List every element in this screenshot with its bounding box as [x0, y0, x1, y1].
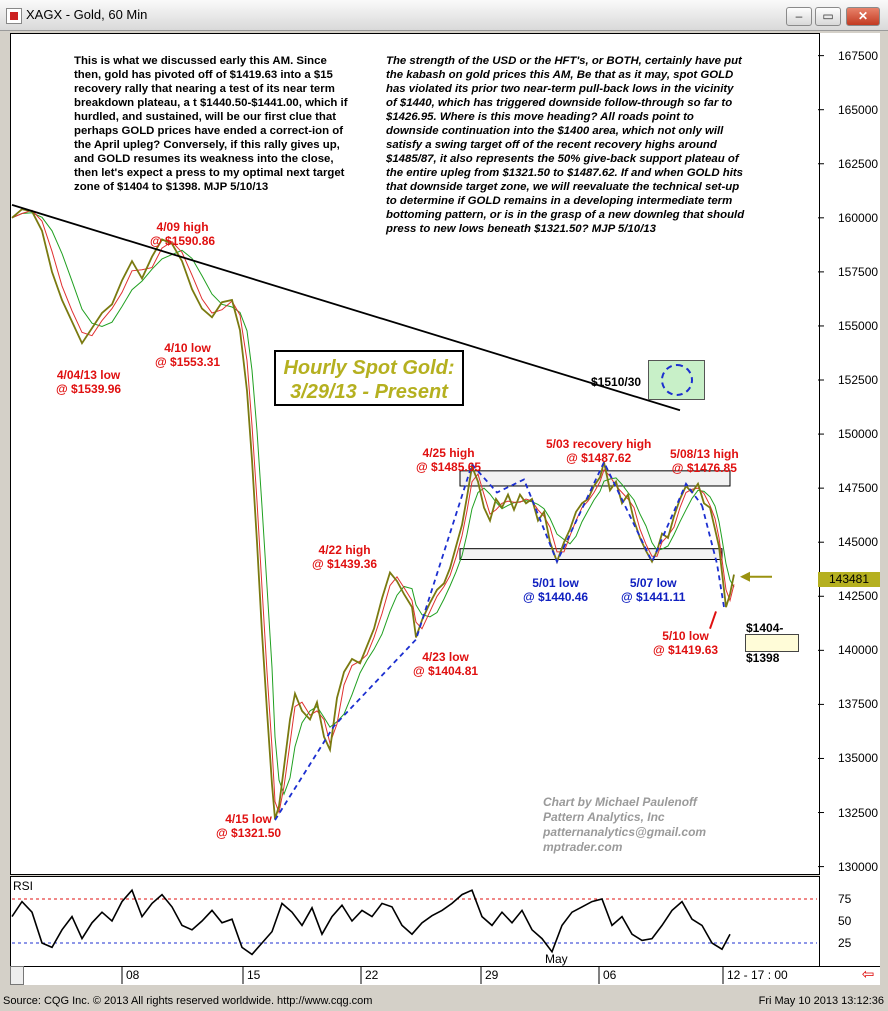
app-icon: [6, 8, 22, 24]
credit-author: Chart by Michael Paulenoff: [543, 795, 697, 809]
annotation-404-low: 4/04/13 low @ $1539.96: [56, 368, 122, 396]
y-tick-label: 140000: [838, 643, 879, 658]
annotation-1510: $1510/30: [591, 375, 642, 389]
window-titlebar: XAGX - Gold, 60 Min – ▭ ✕: [0, 0, 888, 31]
last-price-tag: 143481: [818, 572, 880, 587]
chart-subtitle: 3/29/13 - Present: [290, 381, 448, 403]
target-circle: [661, 364, 693, 396]
annotation-501-low: 5/01 low @ $1440.46: [523, 576, 589, 604]
x-tick-label: 08: [126, 968, 140, 982]
price-axis: [820, 33, 880, 966]
target-bottom-label: $1398: [746, 651, 780, 665]
trendline-target-box: [648, 360, 705, 400]
x-tick-label: 15: [247, 968, 261, 982]
credit-website: mptrader.com: [543, 840, 623, 854]
annotation-409-high: 4/09 high @ $1590.86: [150, 220, 216, 248]
y-tick-label: 145000: [838, 535, 879, 550]
target-top-label: $1404-: [746, 621, 784, 635]
annotation-510-low: 5/10 low @ $1419.63: [653, 629, 719, 657]
annotation-415-low: 4/15 low @ $1321.50: [216, 812, 282, 840]
x-tick-label: May: [545, 952, 568, 966]
annotation-508-high: 5/08/13 high @ $1476.85: [670, 447, 739, 475]
rsi-tick-label: 75: [838, 892, 852, 906]
y-tick-label: 132500: [838, 805, 879, 820]
annotation-422-high: 4/22 high @ $1439.36: [312, 543, 378, 571]
y-tick-label: 157500: [838, 264, 879, 279]
x-tick-label: 12 - 17 : 00: [727, 968, 788, 982]
y-tick-label: 137500: [838, 697, 879, 712]
y-tick-label: 167500: [838, 48, 879, 63]
credit-email: patternanalytics@gmail.com: [543, 825, 707, 839]
rsi-panel: [10, 876, 820, 968]
y-tick-label: 155000: [838, 318, 879, 333]
annotation-410-low: 4/10 low @ $1553.31: [155, 341, 221, 369]
annotation-503-high: 5/03 recovery high @ $1487.62: [546, 437, 652, 465]
right-commentary: The strength of the USD or the HFT's, or…: [386, 55, 745, 235]
x-tick-label: 22: [365, 968, 379, 982]
rsi-tick-label: 50: [838, 914, 852, 928]
restore-button[interactable]: ▭: [815, 7, 841, 26]
rsi-label: RSI: [13, 879, 34, 893]
window-title: XAGX - Gold, 60 Min: [26, 7, 148, 22]
target-zone-box: [745, 634, 799, 652]
annotation-425-high: 4/25 high @ $1485.65: [416, 446, 482, 474]
scroll-left-arrow-icon[interactable]: ⇦: [861, 966, 875, 983]
y-tick-label: 152500: [838, 373, 879, 387]
chart-credit: Chart by Michael Paulenoff Pattern Analy…: [543, 795, 706, 855]
status-footer: Source: CQG Inc. © 2013 All rights reser…: [0, 992, 888, 1011]
time-axis: [10, 966, 880, 985]
close-button[interactable]: ✕: [846, 7, 880, 26]
credit-company: Pattern Analytics, Inc: [543, 810, 665, 824]
chart-title-box: Hourly Spot Gold: 3/29/13 - Present: [274, 350, 464, 406]
y-tick-label: 135000: [838, 751, 879, 766]
timestamp-text: Fri May 10 2013 13:12:36: [758, 995, 884, 1007]
annotation-507-low: 5/07 low @ $1441.11: [621, 576, 686, 604]
y-tick-label: 150000: [838, 427, 879, 442]
x-tick-label: 29: [485, 968, 499, 982]
x-tick-label: 06: [603, 968, 617, 982]
minimize-button[interactable]: –: [786, 7, 812, 26]
y-tick-label: 160000: [838, 210, 879, 225]
y-tick-label: 147500: [838, 481, 879, 496]
chart-title: Hourly Spot Gold:: [283, 357, 455, 379]
rsi-tick-label: 25: [838, 936, 852, 950]
left-commentary: This is what we discussed early this AM.…: [74, 55, 348, 193]
y-tick-label: 165000: [838, 102, 879, 117]
y-tick-label: 142500: [838, 589, 879, 604]
source-text: Source: CQG Inc. © 2013 All rights reser…: [3, 995, 373, 1007]
y-tick-label: 130000: [838, 859, 879, 874]
annotation-423-low: 4/23 low @ $1404.81: [413, 650, 479, 678]
scrollbar-handle[interactable]: [10, 966, 24, 985]
y-tick-label: 162500: [838, 156, 879, 171]
